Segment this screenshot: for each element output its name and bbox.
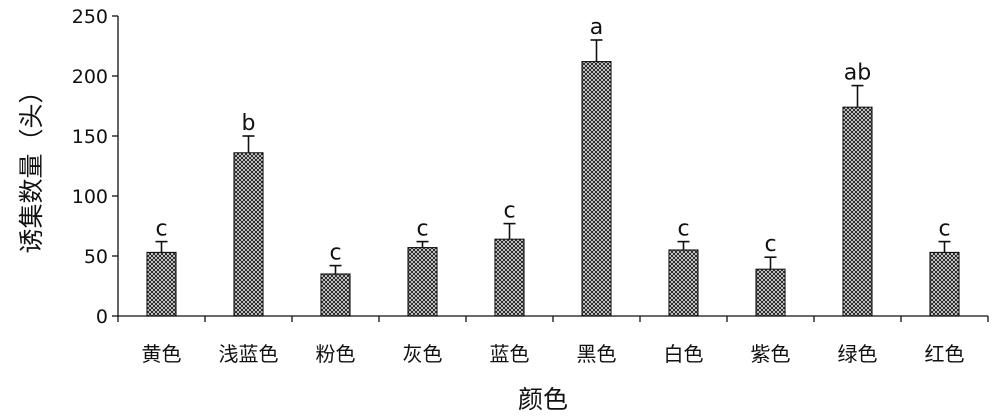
y-tick-label: 100 [72, 186, 108, 208]
bar [581, 61, 612, 317]
y-axis-title: 诱集数量（头） [17, 78, 46, 253]
bar [842, 106, 873, 317]
category-label: 黄色 [142, 342, 182, 366]
bar [320, 273, 351, 317]
x-axis-title: 颜色 [518, 385, 568, 414]
error-bars [155, 39, 951, 274]
bar [929, 251, 960, 317]
y-tick-label: 200 [72, 66, 108, 88]
significance-label: c [416, 217, 428, 242]
x-axis [117, 315, 989, 322]
significance-label: c [329, 241, 341, 266]
bar [407, 247, 438, 317]
bar [146, 251, 177, 317]
category-label: 红色 [925, 342, 965, 366]
significance-label: c [677, 217, 689, 242]
significance-label: c [503, 199, 515, 224]
category-label: 黑色 [577, 342, 617, 366]
category-label: 紫色 [751, 342, 791, 366]
bars [146, 61, 960, 317]
labels: c 黄色 b 浅蓝色 c 粉色 c 灰色 c 蓝色 a 黑色 c 白色 c 紫色 ab 绿色 c 红色 [142, 15, 965, 366]
bar [755, 268, 786, 317]
significance-label: c [764, 232, 776, 257]
bar [668, 249, 699, 317]
significance-label: a [590, 15, 603, 40]
category-label: 浅蓝色 [219, 342, 279, 366]
significance-label: c [938, 217, 950, 242]
y-tick-label: 0 [96, 306, 108, 328]
category-label: 蓝色 [490, 342, 530, 366]
bar [494, 238, 525, 317]
y-tick-label: 250 [72, 6, 108, 28]
category-label: 白色 [664, 342, 704, 366]
y-axis: 0 50 100 150 200 250 [72, 6, 119, 328]
significance-label: ab [844, 61, 871, 86]
significance-label: b [242, 111, 256, 136]
y-tick-label: 150 [72, 126, 108, 148]
category-label: 灰色 [403, 342, 443, 366]
category-label: 粉色 [316, 342, 356, 366]
bar [233, 152, 264, 317]
category-label: 绿色 [838, 342, 878, 366]
significance-label: c [155, 217, 167, 242]
y-tick-label: 50 [84, 246, 108, 268]
